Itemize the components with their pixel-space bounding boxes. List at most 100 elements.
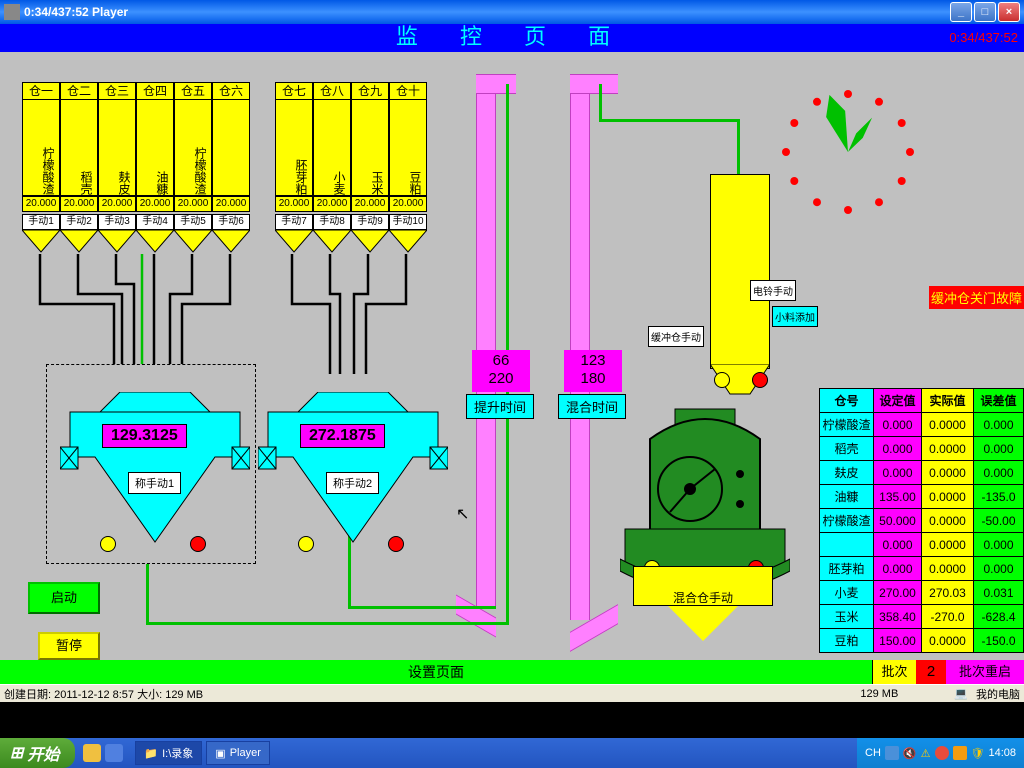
tray-icon-4[interactable]	[935, 746, 949, 760]
flowline-7	[737, 119, 740, 176]
flowline-2	[146, 622, 509, 625]
table-cell	[820, 533, 874, 557]
silo-material: 柠檬酸渣	[22, 100, 60, 196]
lift-v2: 220	[472, 370, 530, 388]
minimize-button[interactable]: _	[950, 2, 972, 22]
silo-manual-button[interactable]: 手动10	[389, 214, 427, 230]
silo-manual-button[interactable]: 手动8	[313, 214, 351, 230]
table-row: 0.0000.00000.000	[820, 533, 1024, 557]
table-cell: -135.0	[974, 485, 1024, 509]
hopper2-manual[interactable]: 称手动2	[326, 472, 379, 494]
table-cell: 柠檬酸渣	[820, 509, 874, 533]
silo-value: 20.000	[98, 196, 136, 212]
hopper2-value: 272.1875	[300, 424, 385, 448]
tray-shield-icon[interactable]: 🛡	[971, 747, 985, 760]
batch-number: 2	[916, 660, 946, 684]
table-cell: -150.0	[974, 629, 1024, 653]
silo-material: 玉米	[351, 100, 389, 196]
flowline-6	[599, 119, 739, 122]
buffer-manual[interactable]: 缓冲仓手动	[648, 326, 704, 347]
mixer-hopper-label[interactable]: 混合仓手动	[673, 591, 733, 605]
table-header: 误差值	[974, 389, 1024, 413]
table-cell: 135.00	[874, 485, 922, 509]
silo-label: 仓八	[313, 82, 351, 100]
hopper2-led-yellow	[298, 536, 314, 552]
hopper1-led-yellow	[100, 536, 116, 552]
hopper1-value: 129.3125	[102, 424, 187, 448]
table-row: 小麦270.00270.030.031	[820, 581, 1024, 605]
flowline-4b	[348, 606, 496, 609]
bell-manual[interactable]: 电铃手动	[750, 280, 796, 301]
silo-material: 小麦	[313, 100, 351, 196]
silo-value: 20.000	[212, 196, 250, 212]
app-icon	[4, 4, 20, 20]
close-button[interactable]: ×	[998, 2, 1020, 22]
pause-button[interactable]: 暂停	[38, 632, 100, 660]
add-material[interactable]: 小料添加	[772, 306, 818, 327]
table-cell: 柠檬酸渣	[820, 413, 874, 437]
buffer-tank	[710, 174, 770, 369]
lift-display: 66 220	[472, 350, 530, 392]
silo-manual-button[interactable]: 手动3	[98, 214, 136, 230]
table-header: 仓号	[820, 389, 874, 413]
silo-manual-button[interactable]: 手动1	[22, 214, 60, 230]
batch-restart-button[interactable]: 批次重启	[946, 660, 1024, 684]
hopper1-led-red	[190, 536, 206, 552]
task-item-folder[interactable]: 📁 I:\录象	[135, 741, 202, 765]
silo-manual-button[interactable]: 手动5	[174, 214, 212, 230]
tray-icon-2[interactable]: 🔇	[903, 747, 917, 760]
silo-manual-button[interactable]: 手动9	[351, 214, 389, 230]
scada-canvas: 监 控 页 面 0:34/437:52 仓一 柠檬酸渣 20.000 手动1 仓…	[0, 24, 1024, 684]
mix-display: 123 180	[564, 350, 622, 392]
maximize-button[interactable]: □	[974, 2, 996, 22]
silo: 仓十 豆粕 20.000 手动10	[389, 82, 427, 254]
clock	[768, 82, 928, 222]
settings-page-button[interactable]: 设置页面	[0, 660, 872, 684]
table-cell: 油糠	[820, 485, 874, 509]
silo: 仓七 胚芽粕 20.000 手动7	[275, 82, 313, 254]
tray-icon-3[interactable]: ⚠	[921, 747, 931, 760]
silo-label: 仓二	[60, 82, 98, 100]
silo: 仓六 20.000 手动6	[212, 82, 250, 254]
page-title: 监 控 页 面	[396, 24, 628, 49]
clock-time[interactable]: 14:08	[988, 747, 1016, 759]
window-buttons: _ □ ×	[950, 2, 1020, 22]
table-cell: -270.0	[922, 605, 974, 629]
table-cell: 358.40	[874, 605, 922, 629]
hopper1-manual[interactable]: 称手动1	[128, 472, 181, 494]
silo-material: 柠檬酸渣	[174, 100, 212, 196]
table-cell: 0.000	[974, 557, 1024, 581]
table-cell: 150.00	[874, 629, 922, 653]
silo-material: 稻壳	[60, 100, 98, 196]
table-cell: 0.000	[974, 413, 1024, 437]
task-item-player[interactable]: ▣ Player	[206, 741, 270, 765]
table-cell: 0.0000	[922, 557, 974, 581]
tray-icon-5[interactable]	[953, 746, 967, 760]
silo-label: 仓三	[98, 82, 136, 100]
mix-v2: 180	[564, 370, 622, 388]
silo-label: 仓四	[136, 82, 174, 100]
start-button[interactable]: 启动	[28, 582, 100, 614]
silo-material: 豆粕	[389, 100, 427, 196]
silo-label: 仓九	[351, 82, 389, 100]
silo: 仓一 柠檬酸渣 20.000 手动1	[22, 82, 60, 254]
silo-manual-button[interactable]: 手动6	[212, 214, 250, 230]
silo-manual-button[interactable]: 手动2	[60, 214, 98, 230]
table-header: 设定值	[874, 389, 922, 413]
ql-icon-1[interactable]	[83, 744, 101, 762]
table-cell: 50.000	[874, 509, 922, 533]
pipe-mix	[570, 74, 590, 620]
silo-manual-button[interactable]: 手动4	[136, 214, 174, 230]
silo: 仓八 小麦 20.000 手动8	[313, 82, 351, 254]
silo: 仓三 麸皮 20.000 手动3	[98, 82, 136, 254]
statusbar: 创建日期: 2011-12-12 8:57 大小: 129 MB 129 MB …	[0, 684, 1024, 702]
tray-icon-1[interactable]	[885, 746, 899, 760]
mix-v1: 123	[564, 352, 622, 370]
silo-manual-button[interactable]: 手动7	[275, 214, 313, 230]
lang-indicator[interactable]: CH	[865, 747, 881, 759]
taskbar: ⊞ 开始 📁 I:\录象 ▣ Player CH 🔇 ⚠ 🛡 14:08	[0, 738, 1024, 768]
ql-icon-2[interactable]	[105, 744, 123, 762]
start-menu-button[interactable]: ⊞ 开始	[0, 738, 75, 768]
table-cell: 麸皮	[820, 461, 874, 485]
pipe-lift	[476, 74, 496, 608]
